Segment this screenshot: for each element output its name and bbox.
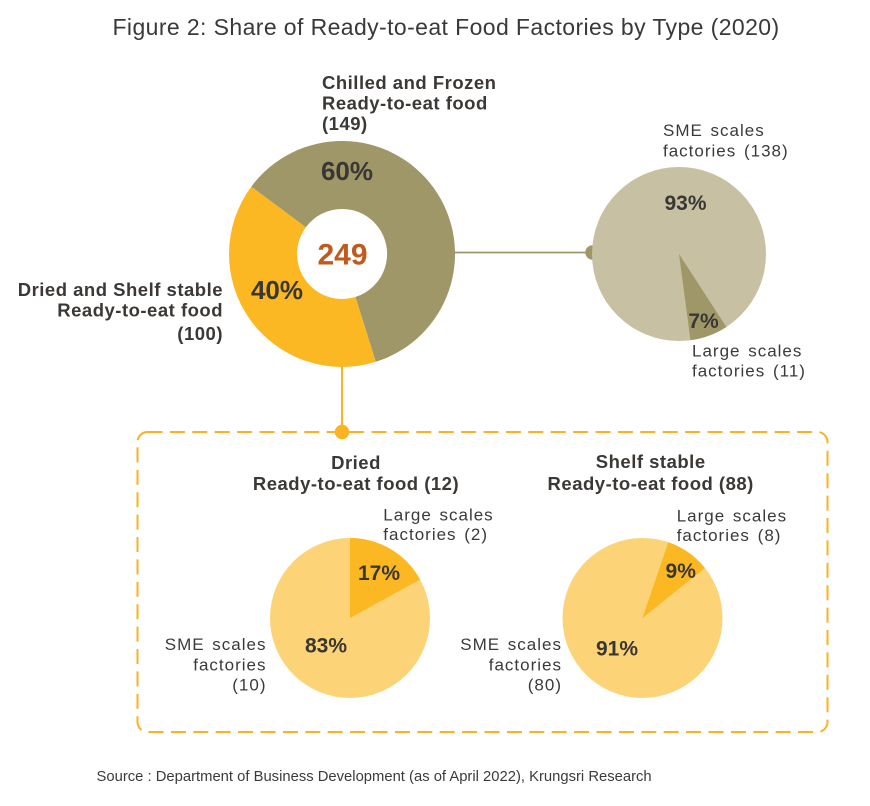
svg-text:factories: factories [489,656,562,675]
svg-text:93%: 93% [664,192,706,215]
svg-text:Figure 2: Share of Ready-to-ea: Figure 2: Share of Ready-to-eat Food Fac… [112,14,779,40]
svg-text:factories (11): factories (11) [692,362,806,381]
svg-text:Ready-to-eat food: Ready-to-eat food [322,93,488,114]
svg-text:Shelf stable: Shelf stable [596,451,706,472]
svg-text:SME scales: SME scales [460,635,562,654]
svg-text:Chilled and Frozen: Chilled and Frozen [322,72,496,93]
svg-text:Ready-to-eat food: Ready-to-eat food [57,300,223,321]
svg-text:17%: 17% [358,562,400,585]
svg-text:Large scales: Large scales [383,506,493,525]
svg-text:factories (138): factories (138) [663,142,789,161]
svg-text:Large scales: Large scales [692,342,802,361]
svg-text:249: 249 [317,239,367,272]
svg-text:9%: 9% [666,560,697,583]
svg-text:60%: 60% [321,156,373,186]
svg-text:Ready-to-eat food (12): Ready-to-eat food (12) [253,473,459,494]
svg-text:7%: 7% [688,310,719,333]
svg-text:factories (2): factories (2) [383,525,488,544]
svg-text:Dried: Dried [331,452,381,473]
svg-text:91%: 91% [596,638,638,661]
svg-text:(80): (80) [528,676,562,695]
svg-text:(100): (100) [177,323,223,344]
svg-text:(149): (149) [322,113,368,134]
svg-text:SME scales: SME scales [165,635,267,654]
svg-text:Ready-to-eat food (88): Ready-to-eat food (88) [548,473,754,494]
svg-text:(10): (10) [232,676,266,695]
svg-text:factories: factories [193,656,266,675]
svg-text:SME scales: SME scales [663,121,765,140]
svg-text:83%: 83% [305,635,347,658]
svg-text:Source : Department of Busines: Source : Department of Business Developm… [97,769,652,785]
svg-text:Dried and Shelf stable: Dried and Shelf stable [18,279,223,300]
svg-text:Large scales: Large scales [677,507,787,526]
svg-text:factories (8): factories (8) [677,526,782,545]
svg-text:40%: 40% [251,275,303,305]
